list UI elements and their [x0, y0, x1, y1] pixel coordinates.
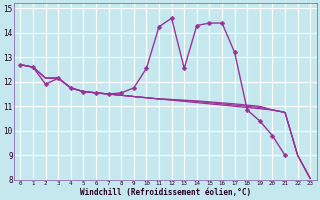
X-axis label: Windchill (Refroidissement éolien,°C): Windchill (Refroidissement éolien,°C)	[80, 188, 251, 197]
